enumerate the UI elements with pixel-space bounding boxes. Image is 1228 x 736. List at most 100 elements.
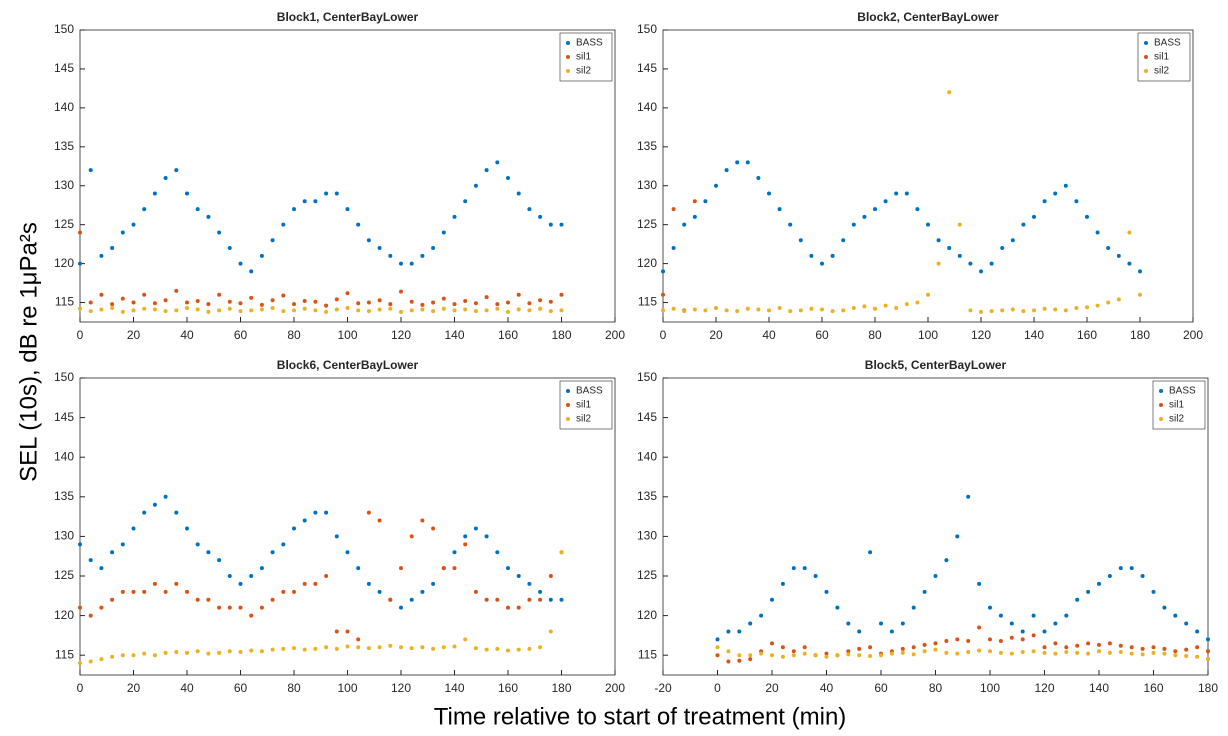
data-point [292,646,296,651]
data-point [788,222,793,227]
data-point [770,597,774,602]
data-point [463,298,468,303]
data-point [944,638,949,643]
data-point [249,295,254,300]
data-point [409,261,414,266]
data-point [911,645,916,650]
data-point [388,302,393,307]
data-point [868,645,873,650]
data-point [944,558,949,563]
data-point [217,605,222,610]
data-point [259,605,264,610]
data-point [249,269,254,274]
data-point [217,292,222,297]
data-point [671,246,676,251]
data-point [441,306,446,311]
data-point [1138,269,1142,274]
y-tick-label: 115 [638,295,657,309]
x-tick-label: 0 [714,681,721,695]
data-point [1042,629,1047,634]
data-point [259,253,264,258]
x-tick-label: 0 [660,328,667,342]
data-point [1118,643,1123,648]
data-point [431,646,436,651]
data-point [538,589,543,594]
data-point [538,306,543,311]
data-point [936,261,941,266]
data-point [142,292,147,297]
data-point [911,605,916,610]
data-point [484,534,489,539]
data-point [933,574,938,578]
data-point [966,638,971,643]
data-point [152,653,157,658]
data-point [281,222,286,227]
data-point [879,621,883,626]
data-point [1064,645,1069,650]
data-point [1140,646,1145,651]
data-point [110,597,115,602]
x-tick-label: 160 [1143,681,1163,695]
data-point [377,298,382,303]
data-point [356,222,361,227]
data-point [174,308,179,313]
legend-label: BASS [1169,386,1196,397]
data-point [206,597,211,602]
data-point [1053,191,1058,196]
data-point [259,649,264,654]
data-point [777,305,782,310]
data-point [900,621,905,626]
data-point [538,214,543,219]
data-point [1184,653,1189,658]
data-point [463,199,468,204]
data-point [868,653,873,658]
data-point [292,589,296,594]
data-point [1042,650,1047,655]
data-point [142,207,147,212]
data-point [217,558,222,563]
y-tick-label: 125 [637,217,657,231]
data-point [249,574,254,578]
data-point [559,550,564,555]
data-point [759,651,764,656]
data-point [238,301,243,306]
data-point [152,301,157,306]
data-point [715,645,720,650]
subplot: Block2, CenterBayLower 115 120 125 130 135 140… [637,10,1203,342]
data-point [195,207,200,212]
plot-area [662,377,1209,676]
data-point [377,307,382,312]
data-point [809,306,814,311]
data-point [1097,642,1101,647]
legend-marker [566,417,570,421]
data-point [988,605,992,610]
y-tick-label: 150 [54,22,74,36]
data-point [259,566,264,571]
data-point [1151,589,1156,594]
data-point [977,625,982,630]
data-point [441,566,446,571]
data-point [1086,589,1091,594]
data-point [506,300,510,305]
data-point [824,651,829,656]
data-point [759,613,764,618]
data-point [548,597,553,602]
data-point [506,566,510,571]
x-tick-label: 180 [1130,328,1150,342]
data-point [302,581,307,586]
data-point [955,637,960,642]
data-point [726,649,731,654]
data-point [313,308,318,313]
data-point [473,183,478,188]
data-point [1118,566,1123,571]
y-tick-label: 120 [54,608,74,622]
data-point [1173,653,1178,658]
chart-title: Block2, CenterBayLower [857,10,999,24]
data-point [99,292,104,297]
data-point [484,168,489,173]
data-point [399,289,403,294]
data-point [366,581,371,586]
data-point [911,652,916,657]
data-point [703,199,708,204]
data-point [726,629,731,634]
